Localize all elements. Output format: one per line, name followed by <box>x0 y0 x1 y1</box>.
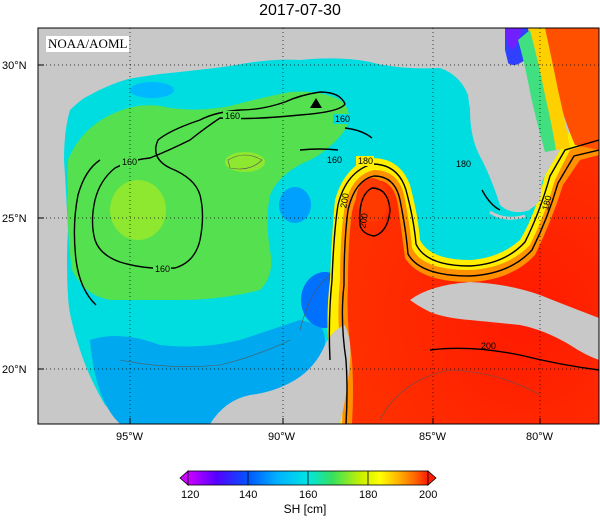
lon-label: 95°W <box>116 431 144 443</box>
mexico-land <box>38 28 120 424</box>
low-center-2 <box>279 187 311 223</box>
atlantic-green <box>518 30 556 152</box>
colorbar: 120 140 160 180 200 <box>179 470 437 501</box>
map-title: 2017-07-30 <box>259 2 341 19</box>
map-frame <box>37 27 600 425</box>
contour-label: 160 <box>327 155 342 165</box>
contour-label: 180 <box>358 156 373 166</box>
florida-land <box>440 50 542 211</box>
contour-labels: 160 160 160 160 160 180 200 200 180 180 … <box>120 111 554 351</box>
axis-ticks <box>38 64 541 424</box>
contour-label: 160 <box>225 111 240 121</box>
colorbar-tick-label: 160 <box>299 489 317 501</box>
atlantic-yellow <box>528 28 570 150</box>
colorbar-title: SH [cm] <box>283 502 327 516</box>
contour-label: 180 <box>456 159 471 169</box>
colorbar-tick-label: 180 <box>359 489 377 501</box>
yucatan-land <box>210 325 351 424</box>
credit-label: NOAA/AOML <box>46 36 130 52</box>
contour-label: 200 <box>481 341 496 351</box>
us-land <box>38 28 500 110</box>
green-zone-west <box>67 91 349 301</box>
colorbar-min-arrow <box>179 470 189 486</box>
colorbar-tick-label: 120 <box>181 489 199 501</box>
contour-label: 200 <box>357 212 369 229</box>
lon-label: 90°W <box>268 431 296 443</box>
cuba-land <box>410 282 599 360</box>
atlantic-violet <box>505 28 522 50</box>
green-high-1 <box>110 180 166 240</box>
map-area: 160 160 160 160 160 180 200 200 180 180 … <box>38 28 599 424</box>
colorbar-max-arrow <box>427 470 437 486</box>
lat-label: 25°N <box>2 213 27 225</box>
low-north <box>130 82 174 98</box>
contour-label: 180 <box>540 194 554 211</box>
triangle-marker <box>310 98 322 108</box>
grid-lines <box>38 28 599 424</box>
contour-label: 160 <box>335 114 350 124</box>
atlantic-warm <box>540 28 599 150</box>
contour-lines <box>73 91 599 424</box>
lon-label: 85°W <box>419 431 447 443</box>
colorbar-tick-label: 200 <box>419 489 437 501</box>
lon-label: 80°W <box>526 431 554 443</box>
contour-label: 160 <box>122 157 137 167</box>
contour-label: 200 <box>338 192 350 209</box>
lat-label: 30°N <box>2 60 27 72</box>
colorbar-tick-label: 140 <box>239 489 257 501</box>
low-zone-south <box>90 320 325 424</box>
colorbar-ticks <box>247 471 369 485</box>
lat-label: 20°N <box>2 364 27 376</box>
contour-label: 160 <box>155 264 170 274</box>
